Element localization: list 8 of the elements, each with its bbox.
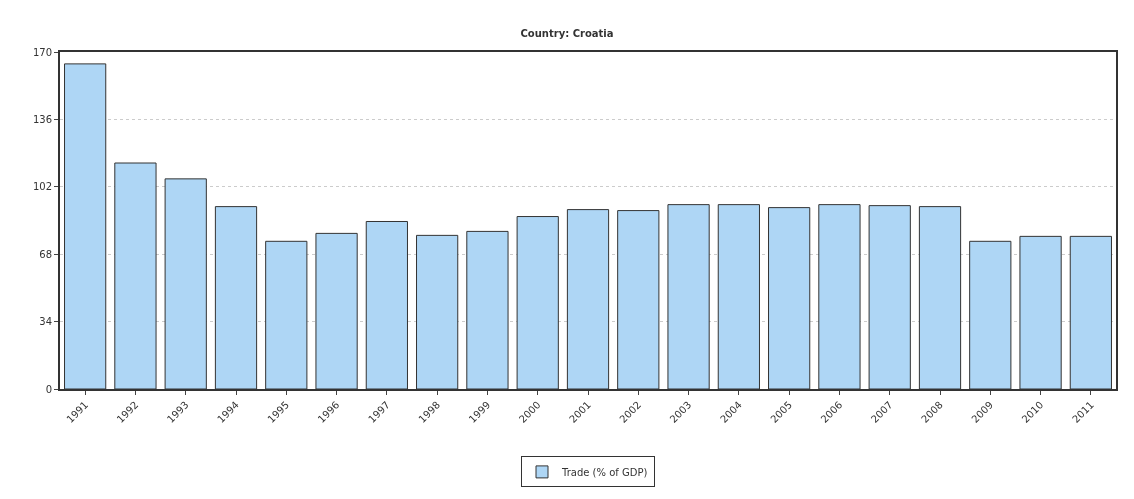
- y-tick-label: 102: [32, 181, 52, 193]
- y-tick-label: 170: [32, 46, 52, 58]
- legend-label: Trade (% of GDP): [561, 466, 648, 478]
- chart-title: Country: Croatia: [520, 27, 614, 39]
- y-tick-label: 68: [39, 248, 52, 260]
- y-tick-label: 136: [32, 113, 52, 125]
- y-tick-label: 0: [45, 383, 52, 395]
- y-tick-label: 34: [39, 316, 52, 328]
